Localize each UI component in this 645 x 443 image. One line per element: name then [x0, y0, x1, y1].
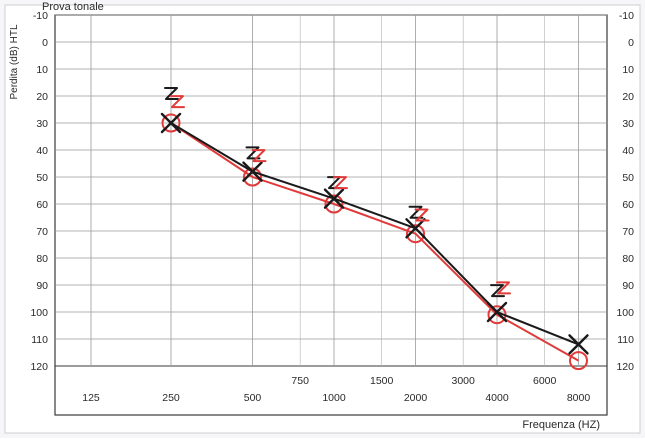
y-tick-label-right: 120 [616, 361, 634, 373]
x-tick-label-intermediate: 750 [291, 375, 309, 387]
x-tick-label: 125 [82, 392, 100, 404]
x-tick-label-intermediate: 6000 [533, 375, 557, 387]
series-line-0 [170, 122, 579, 362]
y-tick-label-right: 20 [622, 91, 634, 103]
data-point-circle [406, 224, 425, 244]
x-tick-label-intermediate: 3000 [451, 375, 475, 387]
masking-mark [496, 281, 511, 295]
y-tick-label-left: 120 [30, 361, 48, 373]
x-tick-label: 1000 [322, 392, 346, 404]
x-tick-label: 250 [162, 392, 180, 404]
y-tick-label-right: 0 [628, 37, 634, 49]
x-tick-label: 4000 [485, 392, 509, 404]
masking-mark [490, 284, 505, 298]
x-tick-label-intermediate: 1500 [370, 375, 394, 387]
y-tick-label-right: 90 [622, 280, 634, 292]
data-point-cross [242, 161, 263, 182]
y-tick-label-left: 10 [36, 64, 48, 76]
data-point-cross [405, 218, 426, 239]
data-point-cross [323, 188, 345, 209]
y-tick-label-left: 50 [36, 172, 48, 184]
paper-background [4, 4, 641, 434]
y-tick-label-right: 80 [622, 253, 634, 265]
data-point-cross [160, 112, 182, 134]
y-tick-label-left: 110 [31, 334, 48, 346]
masking-mark [251, 149, 267, 163]
y-axis-label: Perdita (dB) HTL [9, 24, 20, 99]
y-tick-label-left: 80 [36, 253, 48, 265]
data-point-cross [486, 301, 508, 323]
data-point-circle [324, 194, 344, 214]
x-tick-label: 8000 [567, 392, 591, 404]
chart-title: Prova tonale [42, 1, 104, 13]
y-tick-label-left: 100 [30, 307, 48, 319]
x-tick-label: 500 [244, 392, 262, 404]
y-tick-label-left: 70 [36, 226, 48, 238]
data-point-circle [161, 113, 181, 133]
masking-mark [245, 146, 261, 160]
y-tick-label-right: 50 [622, 172, 634, 184]
series-line-1 [170, 122, 579, 346]
data-point-circle [569, 351, 588, 371]
x-axis-label: Frequenza (HZ) [522, 419, 600, 431]
y-tick-label-left: 60 [36, 199, 48, 211]
y-tick-label-left: 40 [36, 145, 48, 157]
x-tick-label: 2000 [404, 392, 428, 404]
data-point-cross [568, 334, 589, 355]
y-tick-label-right: 70 [622, 226, 634, 238]
y-tick-label-left: 20 [36, 91, 48, 103]
y-tick-label-left: -10 [33, 10, 48, 22]
masking-mark [414, 208, 430, 222]
y-tick-label-right: 110 [617, 334, 634, 346]
y-tick-label-left: 0 [42, 37, 48, 49]
y-tick-label-left: 90 [36, 280, 48, 292]
masking-mark [164, 87, 179, 100]
y-tick-label-right: -10 [619, 10, 634, 22]
y-tick-label-right: 40 [622, 145, 634, 157]
y-tick-label-right: 100 [616, 307, 634, 319]
y-tick-label-left: 30 [36, 118, 48, 130]
masking-mark [333, 176, 348, 190]
y-tick-label-right: 10 [622, 64, 634, 76]
data-point-circle [243, 167, 262, 187]
y-tick-label-right: 60 [622, 199, 634, 211]
masking-mark [170, 95, 185, 109]
y-tick-label-right: 30 [622, 118, 634, 130]
masking-mark [408, 205, 424, 219]
